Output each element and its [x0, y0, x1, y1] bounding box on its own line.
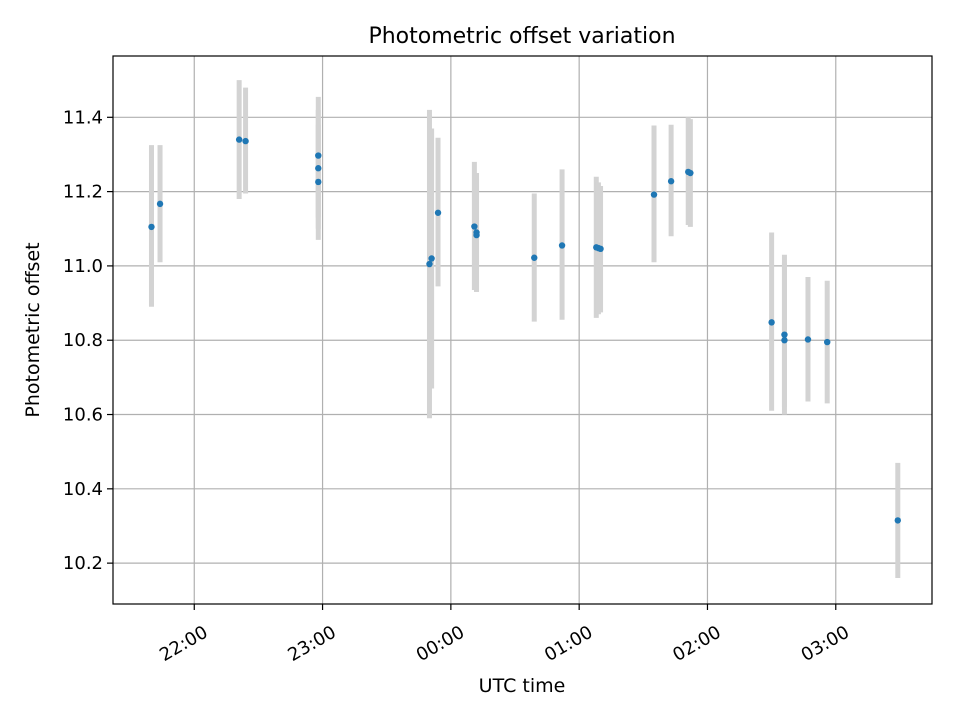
data-point: [687, 169, 694, 177]
y-tick-label: 10.4: [63, 479, 103, 500]
data-point: [156, 200, 164, 208]
data-point: [667, 178, 675, 185]
data-point: [426, 260, 433, 268]
data-point: [315, 165, 322, 172]
data-point: [473, 231, 480, 239]
y-tick-label: 11.4: [63, 107, 103, 128]
data-point: [824, 338, 831, 346]
data-point: [471, 223, 478, 230]
data-points: [148, 136, 901, 524]
y-axis-ticks: 10.2 10.4 10.6 10.8 11.0 11.2 11.4: [63, 107, 113, 574]
y-tick-label: 10.6: [63, 405, 103, 426]
data-point: [894, 517, 901, 524]
data-point: [242, 137, 249, 145]
data-point: [781, 337, 788, 344]
data-point: [650, 191, 658, 198]
y-tick-label: 10.8: [63, 330, 103, 351]
data-point: [148, 223, 155, 231]
y-tick-label: 11.2: [63, 182, 103, 203]
x-axis-label: UTC time: [479, 675, 566, 697]
y-tick-label: 11.0: [63, 256, 103, 277]
data-point: [558, 242, 566, 249]
y-axis-label: Photometric offset: [22, 242, 44, 417]
data-point: [597, 245, 604, 253]
data-point: [434, 209, 442, 216]
data-point: [428, 255, 435, 262]
y-tick-label: 10.2: [63, 553, 103, 574]
chart-title: Photometric offset variation: [368, 24, 675, 49]
grid-lines: [113, 56, 932, 604]
data-point: [804, 336, 812, 343]
data-point: [531, 254, 538, 261]
data-point: [768, 319, 775, 326]
plot-frame: [112, 55, 933, 605]
data-point: [235, 136, 243, 143]
data-point: [781, 331, 788, 338]
data-point: [315, 178, 322, 186]
data-point: [315, 152, 322, 159]
